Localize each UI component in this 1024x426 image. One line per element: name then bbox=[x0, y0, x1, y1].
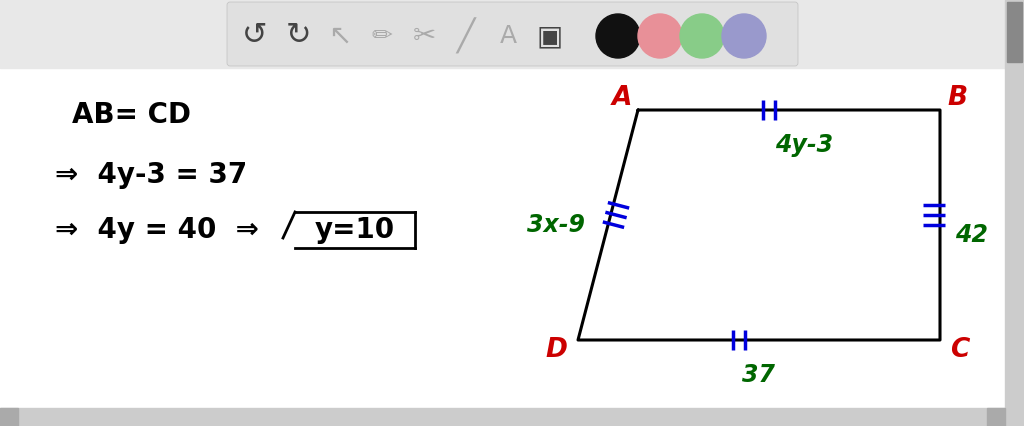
Bar bbox=[0, 408, 18, 426]
Circle shape bbox=[596, 14, 640, 58]
Text: AB= CD: AB= CD bbox=[72, 101, 191, 129]
Bar bbox=[987, 408, 1005, 426]
Bar bbox=[0, 0, 1024, 68]
Text: ✂: ✂ bbox=[413, 22, 435, 50]
Circle shape bbox=[638, 14, 682, 58]
Text: 42: 42 bbox=[955, 223, 988, 247]
Text: ▣: ▣ bbox=[537, 22, 563, 50]
FancyBboxPatch shape bbox=[227, 2, 798, 66]
Bar bbox=[0, 408, 1005, 426]
Text: 4y-3: 4y-3 bbox=[775, 133, 834, 157]
Text: A: A bbox=[500, 24, 516, 48]
Text: ⇒  4y-3 = 37: ⇒ 4y-3 = 37 bbox=[55, 161, 247, 189]
Circle shape bbox=[680, 14, 724, 58]
Bar bbox=[1007, 2, 1022, 62]
Text: B: B bbox=[948, 85, 968, 111]
Text: y=10: y=10 bbox=[315, 216, 395, 244]
Text: ↺: ↺ bbox=[243, 21, 267, 51]
Text: C: C bbox=[950, 337, 970, 363]
Text: 37: 37 bbox=[742, 363, 775, 387]
Text: ↖: ↖ bbox=[329, 22, 351, 50]
Text: ⇒  4y = 40  ⇒: ⇒ 4y = 40 ⇒ bbox=[55, 216, 259, 244]
Text: ╱: ╱ bbox=[457, 18, 475, 54]
Text: ↻: ↻ bbox=[286, 21, 310, 51]
Text: A: A bbox=[611, 85, 632, 111]
Bar bbox=[1005, 0, 1024, 426]
Text: D: D bbox=[545, 337, 567, 363]
Circle shape bbox=[722, 14, 766, 58]
Text: ✏: ✏ bbox=[372, 24, 392, 48]
Text: 3x-9: 3x-9 bbox=[527, 213, 585, 237]
